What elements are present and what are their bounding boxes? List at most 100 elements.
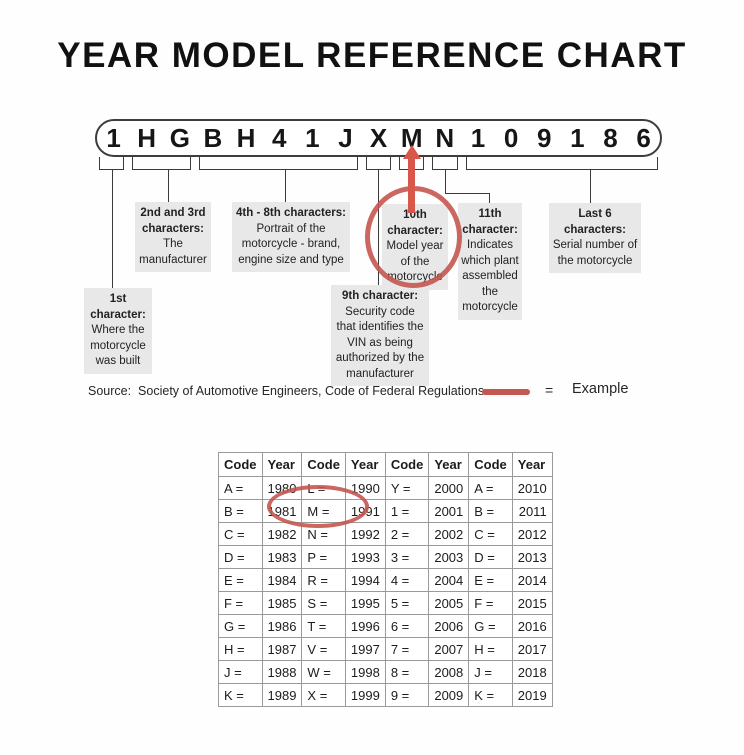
- callout-body: Security code that identifies the VIN as…: [335, 305, 425, 380]
- code-cell: K =: [218, 683, 263, 707]
- table-row: E = 1984 R = 1994 4 = 2004 E = 2014: [218, 568, 553, 592]
- callout-header: 2nd and 3rd characters:: [140, 207, 206, 235]
- table-header-cell: Year: [511, 452, 553, 477]
- vin-character: G: [169, 123, 190, 153]
- code-cell: H =: [468, 637, 513, 661]
- example-arrow-shaft: [408, 157, 415, 213]
- callout-header: 4th - 8th characters:: [236, 207, 346, 219]
- code-cell: H =: [218, 637, 263, 661]
- table-header-cell: Year: [428, 452, 470, 477]
- year-cell: 1993: [344, 545, 386, 569]
- example-circle-table: [267, 485, 369, 528]
- table-header-cell: Code: [468, 452, 513, 477]
- code-cell: 7 =: [384, 637, 430, 661]
- code-cell: 3 =: [384, 545, 430, 569]
- code-cell: 4 =: [384, 568, 430, 592]
- code-cell: V =: [301, 637, 346, 661]
- vin-character: 0: [503, 123, 519, 153]
- year-cell: 1983: [261, 545, 303, 569]
- code-cell: X =: [301, 683, 346, 707]
- vin-character: X: [369, 123, 388, 153]
- year-cell: 1987: [261, 637, 303, 661]
- year-cell: 2016: [511, 614, 553, 638]
- table-header-cell: Code: [301, 452, 346, 477]
- vin-character: 8: [603, 123, 618, 153]
- code-cell: 8 =: [384, 660, 430, 684]
- legend-label: Example: [572, 381, 629, 397]
- callout-1st-character: 1st character: Where the motorcycle was …: [84, 288, 152, 374]
- table-row: A = 1980 L = 1990 Y = 2000 A = 2010: [218, 476, 553, 500]
- year-cell: 2012: [511, 522, 553, 546]
- code-cell: S =: [301, 591, 346, 615]
- callout-body: Where the motorcycle was built: [90, 324, 146, 368]
- code-cell: A =: [468, 476, 513, 500]
- code-cell: 6 =: [384, 614, 430, 638]
- code-cell: K =: [468, 683, 513, 707]
- table-row: G = 1986 T = 1996 6 = 2006 G = 2016: [218, 614, 553, 638]
- table-header-cell: Code: [218, 452, 263, 477]
- year-cell: 1998: [344, 660, 386, 684]
- year-cell: 1995: [344, 591, 386, 615]
- code-cell: T =: [301, 614, 346, 638]
- legend-equals: =: [545, 382, 554, 398]
- callout-body: Portrait of the motorcycle - brand, engi…: [238, 222, 344, 266]
- source-line: Source: Society of Automotive Engineers,…: [88, 384, 484, 398]
- table-row: K = 1989 X = 1999 9 = 2009 K = 2019: [218, 683, 553, 707]
- year-cell: 2007: [428, 637, 470, 661]
- bracket-last-6: [466, 157, 658, 170]
- code-cell: J =: [218, 660, 263, 684]
- code-cell: F =: [468, 591, 513, 615]
- code-cell: C =: [218, 522, 263, 546]
- vin-character: 1: [106, 123, 121, 153]
- year-cell: 2017: [511, 637, 553, 661]
- vin-character: H: [236, 123, 256, 153]
- code-cell: G =: [218, 614, 263, 638]
- vin-character: N: [435, 123, 455, 153]
- table-row: C = 1982 N = 1992 2 = 2002 C = 2012: [218, 522, 553, 546]
- table-row: H = 1987 V = 1997 7 = 2007 H = 2017: [218, 637, 553, 661]
- year-cell: 2018: [511, 660, 553, 684]
- connector-char-11-v1: [445, 170, 446, 194]
- code-cell: Y =: [384, 476, 430, 500]
- vin-character: 1: [305, 123, 320, 153]
- bracket-chars-4-8: [199, 157, 358, 170]
- callout-11th-character: 11th character: Indicates which plant as…: [458, 203, 522, 320]
- code-cell: E =: [218, 568, 263, 592]
- year-cell: 2000: [428, 476, 470, 500]
- vin-character: B: [203, 123, 223, 153]
- code-cell: A =: [218, 476, 263, 500]
- vin-character: 1: [570, 123, 585, 153]
- page-title: YEAR MODEL REFERENCE CHART: [57, 36, 687, 75]
- code-cell: R =: [301, 568, 346, 592]
- year-cell: 1989: [261, 683, 303, 707]
- year-cell: 2005: [428, 591, 470, 615]
- code-cell: W =: [301, 660, 346, 684]
- year-cell: 2004: [428, 568, 470, 592]
- source-text: Society of Automotive Engineers, Code of…: [138, 384, 485, 398]
- table-head: Code Year Code Year Code Year Code Year: [218, 452, 553, 477]
- connector-chars-4-8: [285, 170, 286, 202]
- callout-body: Serial number of the motorcycle: [552, 239, 638, 267]
- table-row: J = 1988 W = 1998 8 = 2008 J = 2018: [218, 660, 553, 684]
- year-cell: 1988: [261, 660, 303, 684]
- example-line-icon: [482, 389, 530, 395]
- code-cell: B =: [218, 499, 263, 523]
- bracket-char-11: [432, 157, 458, 170]
- year-cell: 1994: [344, 568, 386, 592]
- table-body: A = 1980 L = 1990 Y = 2000 A = 2010 B = 1981 M = 19…: [218, 476, 553, 707]
- source-label: Source:: [88, 384, 132, 398]
- code-cell: F =: [218, 591, 263, 615]
- bracket-char-1: [99, 157, 124, 170]
- code-cell: G =: [468, 614, 513, 638]
- vin-character: J: [338, 123, 353, 153]
- code-cell: P =: [301, 545, 346, 569]
- year-cell: 2009: [428, 683, 470, 707]
- year-cell: 1992: [344, 522, 386, 546]
- vin-character: H: [137, 123, 157, 153]
- year-code-table: Code Year Code Year Code Year Code Year A = 1980…: [218, 452, 553, 707]
- callout-header: Last 6 characters:: [563, 208, 626, 236]
- year-cell: 2002: [428, 522, 470, 546]
- year-cell: 2003: [428, 545, 470, 569]
